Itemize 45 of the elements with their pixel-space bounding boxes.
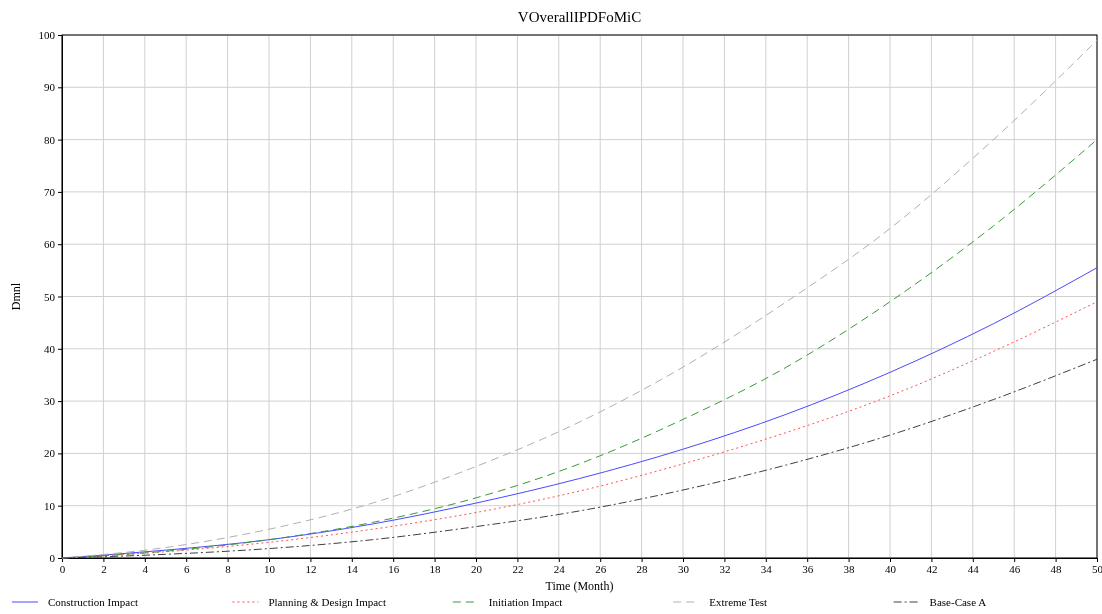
x-tick-label: 16 <box>388 562 400 575</box>
x-tick-label: 8 <box>225 562 232 575</box>
x-tick-label: 46 <box>1009 562 1021 575</box>
x-tick-label: 4 <box>142 562 149 575</box>
x-tick-label: 18 <box>429 562 442 575</box>
y-tick-label: 70 <box>44 185 56 198</box>
x-tick-label: 38 <box>843 562 856 575</box>
x-tick-label: 30 <box>678 562 690 575</box>
x-tick-label: 48 <box>1050 562 1063 575</box>
x-tick-label: 36 <box>802 562 814 575</box>
legend-label: Extreme Test <box>709 596 768 608</box>
y-tick-label: 80 <box>44 133 56 146</box>
legend-label: Planning & Design Impact <box>268 596 387 608</box>
x-tick-label: 6 <box>183 562 190 575</box>
x-tick-label: 28 <box>636 562 649 575</box>
y-tick-label: 90 <box>44 81 56 94</box>
x-tick-label: 26 <box>595 562 607 575</box>
x-tick-label: 24 <box>553 562 566 575</box>
x-tick-label: 20 <box>471 562 483 575</box>
x-tick-label: 42 <box>926 562 938 575</box>
x-tick-label: 12 <box>305 562 317 575</box>
y-tick-label: 20 <box>44 447 56 460</box>
legend-label: Initiation Impact <box>488 596 563 608</box>
y-tick-label: 60 <box>44 238 56 251</box>
x-tick-label: 40 <box>885 562 897 575</box>
chart-title: VOverallIPDFoMiC <box>517 9 642 25</box>
x-tick-label: 44 <box>967 562 980 575</box>
y-tick-label: 100 <box>38 29 56 42</box>
x-tick-label: 2 <box>101 562 107 575</box>
x-tick-label: 32 <box>719 562 731 575</box>
x-axis-title: Time (Month) <box>545 579 614 593</box>
x-tick-label: 22 <box>512 562 524 575</box>
legend-label: Base-Case A <box>929 596 987 608</box>
x-tick-label: 14 <box>346 562 359 575</box>
x-tick-label: 0 <box>59 562 66 575</box>
x-tick-label: 10 <box>264 562 276 575</box>
x-tick-label: 50 <box>1092 562 1102 575</box>
y-tick-label: 50 <box>44 290 56 303</box>
y-tick-label: 10 <box>44 499 56 512</box>
y-tick-label: 30 <box>44 395 56 408</box>
legend-label: Construction Impact <box>48 596 139 608</box>
y-tick-label: 0 <box>49 552 56 565</box>
x-tick-label: 34 <box>760 562 773 575</box>
y-axis-title: Dmnl <box>9 282 23 311</box>
y-tick-label: 40 <box>44 342 56 355</box>
